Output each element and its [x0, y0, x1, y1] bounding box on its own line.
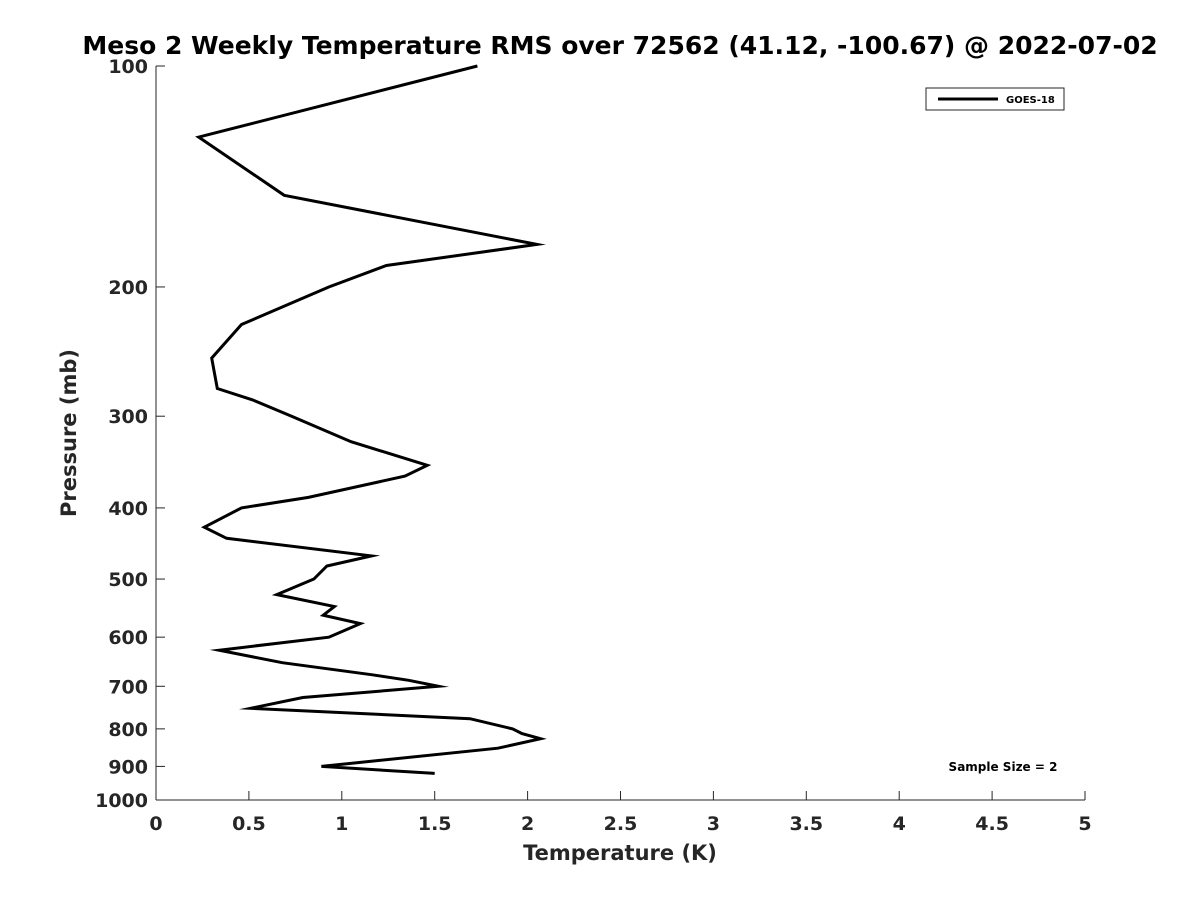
- x-axis: 0 0.5 1 1.5 2 2.5 3 3.5 4 4.5 5: [149, 791, 1092, 835]
- x-tick-label: 3: [707, 813, 720, 835]
- y-axis-label: Pressure (mb): [57, 349, 81, 517]
- y-tick-label: 600: [108, 627, 148, 649]
- legend: GOES-18: [925, 87, 1065, 111]
- y-tick-label: 200: [108, 277, 148, 299]
- x-tick-label: 2: [521, 813, 534, 835]
- x-tick-label: 0.5: [232, 813, 266, 835]
- x-tick-label: 3.5: [789, 813, 823, 835]
- y-tick-label: 800: [108, 719, 148, 741]
- y-tick-label: 1000: [95, 790, 148, 812]
- x-tick-label: 4.5: [975, 813, 1009, 835]
- legend-label-goes-18: GOES-18: [1006, 95, 1055, 106]
- x-tick-label: 1.5: [418, 813, 452, 835]
- x-tick-label: 1: [335, 813, 348, 835]
- y-tick-label: 100: [108, 56, 148, 78]
- x-tick-label: 4: [893, 813, 906, 835]
- y-tick-label: 500: [108, 569, 148, 591]
- x-tick-label: 5: [1078, 813, 1091, 835]
- x-axis-label: Temperature (K): [523, 841, 717, 865]
- x-tick-label: 0: [149, 813, 162, 835]
- y-tick-label: 900: [108, 756, 148, 778]
- y-axis: 100 200 300 400 500 600 700 800 900 1000: [95, 56, 165, 812]
- sample-size-annotation: Sample Size = 2: [949, 760, 1058, 774]
- chart-title: Meso 2 Weekly Temperature RMS over 72562…: [82, 31, 1157, 60]
- series-layer: [195, 64, 547, 775]
- series-line-0: [195, 64, 547, 775]
- y-tick-label: 700: [108, 676, 148, 698]
- y-tick-label: 300: [108, 406, 148, 428]
- y-tick-label: 400: [108, 498, 148, 520]
- x-tick-label: 2.5: [604, 813, 638, 835]
